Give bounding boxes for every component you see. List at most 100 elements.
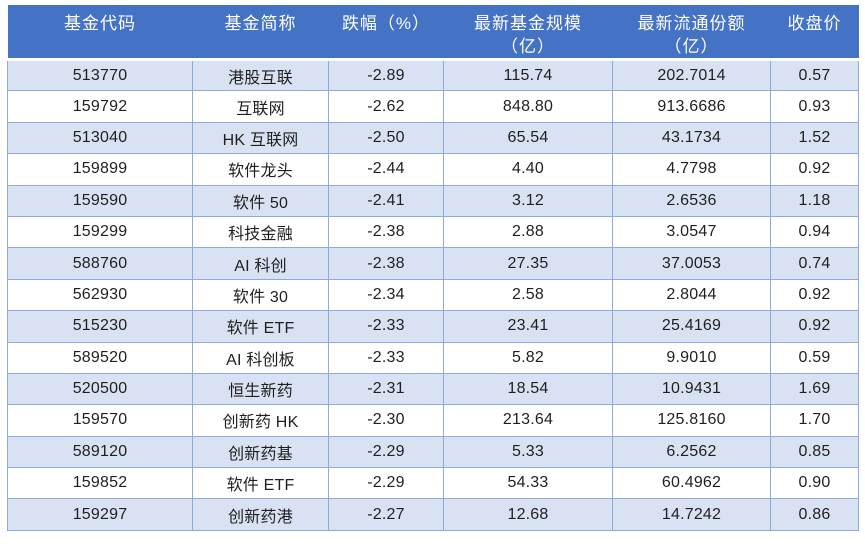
- table-cell: -2.27: [328, 498, 444, 531]
- header-row: 基金代码 基金简称 跌幅（%） 最新基金规模 （亿） 最新流通份额 （亿） 收盘…: [7, 5, 859, 61]
- table-cell: 4.40: [443, 153, 613, 186]
- table-cell: 520500: [7, 372, 193, 406]
- table-cell: -2.30: [328, 404, 444, 437]
- table-cell: 0.85: [770, 435, 859, 469]
- table-cell: 159852: [7, 467, 193, 500]
- table-cell: 159792: [7, 90, 193, 123]
- table-cell: 软件 ETF: [192, 467, 329, 500]
- table-cell: 848.80: [443, 90, 613, 123]
- table-cell: 0.92: [770, 153, 859, 186]
- table-cell: AI 科创: [192, 247, 329, 280]
- table-cell: -2.34: [328, 278, 444, 312]
- table-cell: 0.59: [770, 341, 859, 374]
- table-cell: 创新药基: [192, 435, 329, 469]
- table-cell: 0.92: [770, 310, 859, 343]
- table-row: 513040 HK 互联网 -2.50 65.54 43.1734 1.52: [7, 121, 859, 155]
- column-header-fund-scale: 最新基金规模 （亿）: [443, 5, 613, 61]
- table-cell: 43.1734: [612, 121, 771, 155]
- table-row: 513770 港股互联 -2.89 115.74 202.7014 0.57: [7, 58, 859, 92]
- table-cell: 0.90: [770, 467, 859, 500]
- column-header-shares: 最新流通份额 （亿）: [612, 5, 771, 61]
- table-cell: -2.41: [328, 184, 444, 217]
- table-cell: HK 互联网: [192, 121, 329, 155]
- table-cell: 1.69: [770, 372, 859, 406]
- table-cell: 513040: [7, 121, 193, 155]
- table-row: 589120 创新药基 -2.29 5.33 6.2562 0.85: [7, 435, 859, 469]
- table-cell: 515230: [7, 310, 193, 343]
- table-cell: -2.31: [328, 372, 444, 406]
- table-row: 159792 互联网 -2.62 848.80 913.6686 0.93: [7, 90, 859, 123]
- table-cell: 3.0547: [612, 215, 771, 249]
- table-cell: 1.18: [770, 184, 859, 217]
- table-cell: 5.33: [443, 435, 613, 469]
- column-header-fund-code: 基金代码: [7, 5, 193, 61]
- table-cell: 港股互联: [192, 58, 329, 92]
- table-cell: 6.2562: [612, 435, 771, 469]
- table-cell: 0.93: [770, 90, 859, 123]
- table-cell: 14.7242: [612, 498, 771, 531]
- column-header-fund-name: 基金简称: [192, 5, 329, 61]
- table-row: 588760 AI 科创 -2.38 27.35 37.0053 0.74: [7, 247, 859, 280]
- table-cell: 互联网: [192, 90, 329, 123]
- table-cell: -2.44: [328, 153, 444, 186]
- table-cell: 软件 ETF: [192, 310, 329, 343]
- table-cell: 37.0053: [612, 247, 771, 280]
- table-cell: 科技金融: [192, 215, 329, 249]
- fund-table-header: 基金代码 基金简称 跌幅（%） 最新基金规模 （亿） 最新流通份额 （亿） 收盘…: [7, 5, 859, 61]
- table-row: 159899 软件龙头 -2.44 4.40 4.7798 0.92: [7, 153, 859, 186]
- table-cell: 213.64: [443, 404, 613, 437]
- table-cell: 0.94: [770, 215, 859, 249]
- table-cell: 18.54: [443, 372, 613, 406]
- table-cell: 3.12: [443, 184, 613, 217]
- table-cell: 588760: [7, 247, 193, 280]
- table-cell: 115.74: [443, 58, 613, 92]
- table-cell: -2.50: [328, 121, 444, 155]
- column-header-close-price: 收盘价: [770, 5, 859, 61]
- table-row: 159570 创新药 HK -2.30 213.64 125.8160 1.70: [7, 404, 859, 437]
- table-cell: -2.29: [328, 435, 444, 469]
- table-cell: 5.82: [443, 341, 613, 374]
- table-row: 159299 科技金融 -2.38 2.88 3.0547 0.94: [7, 215, 859, 249]
- table-cell: 0.92: [770, 278, 859, 312]
- table-row: 159590 软件 50 -2.41 3.12 2.6536 1.18: [7, 184, 859, 217]
- table-row: 159852 软件 ETF -2.29 54.33 60.4962 0.90: [7, 467, 859, 500]
- table-cell: 2.6536: [612, 184, 771, 217]
- table-cell: 恒生新药: [192, 372, 329, 406]
- table-cell: -2.62: [328, 90, 444, 123]
- table-cell: 23.41: [443, 310, 613, 343]
- table-row: 520500 恒生新药 -2.31 18.54 10.9431 1.69: [7, 372, 859, 406]
- table-cell: 创新药 HK: [192, 404, 329, 437]
- table-cell: 202.7014: [612, 58, 771, 92]
- table-cell: 2.8044: [612, 278, 771, 312]
- table-cell: 2.58: [443, 278, 613, 312]
- table-cell: -2.33: [328, 310, 444, 343]
- table-cell: 159899: [7, 153, 193, 186]
- table-cell: -2.89: [328, 58, 444, 92]
- table-cell: 10.9431: [612, 372, 771, 406]
- table-cell: 54.33: [443, 467, 613, 500]
- table-cell: -2.29: [328, 467, 444, 500]
- table-cell: 159590: [7, 184, 193, 217]
- column-header-change-pct: 跌幅（%）: [328, 5, 444, 61]
- table-cell: AI 科创板: [192, 341, 329, 374]
- table-cell: 0.86: [770, 498, 859, 531]
- table-cell: 软件龙头: [192, 153, 329, 186]
- table-cell: 513770: [7, 58, 193, 92]
- table-cell: 159299: [7, 215, 193, 249]
- table-cell: 1.52: [770, 121, 859, 155]
- table-row: 515230 软件 ETF -2.33 23.41 25.4169 0.92: [7, 310, 859, 343]
- table-cell: 2.88: [443, 215, 613, 249]
- table-cell: -2.38: [328, 247, 444, 280]
- table-cell: 0.74: [770, 247, 859, 280]
- table-cell: 913.6686: [612, 90, 771, 123]
- table-cell: 创新药港: [192, 498, 329, 531]
- table-cell: 159297: [7, 498, 193, 531]
- table-cell: 9.9010: [612, 341, 771, 374]
- table-cell: 27.35: [443, 247, 613, 280]
- table-cell: -2.33: [328, 341, 444, 374]
- table-cell: 0.57: [770, 58, 859, 92]
- table-cell: 1.70: [770, 404, 859, 437]
- table-cell: 软件 30: [192, 278, 329, 312]
- table-row: 159297 创新药港 -2.27 12.68 14.7242 0.86: [7, 498, 859, 531]
